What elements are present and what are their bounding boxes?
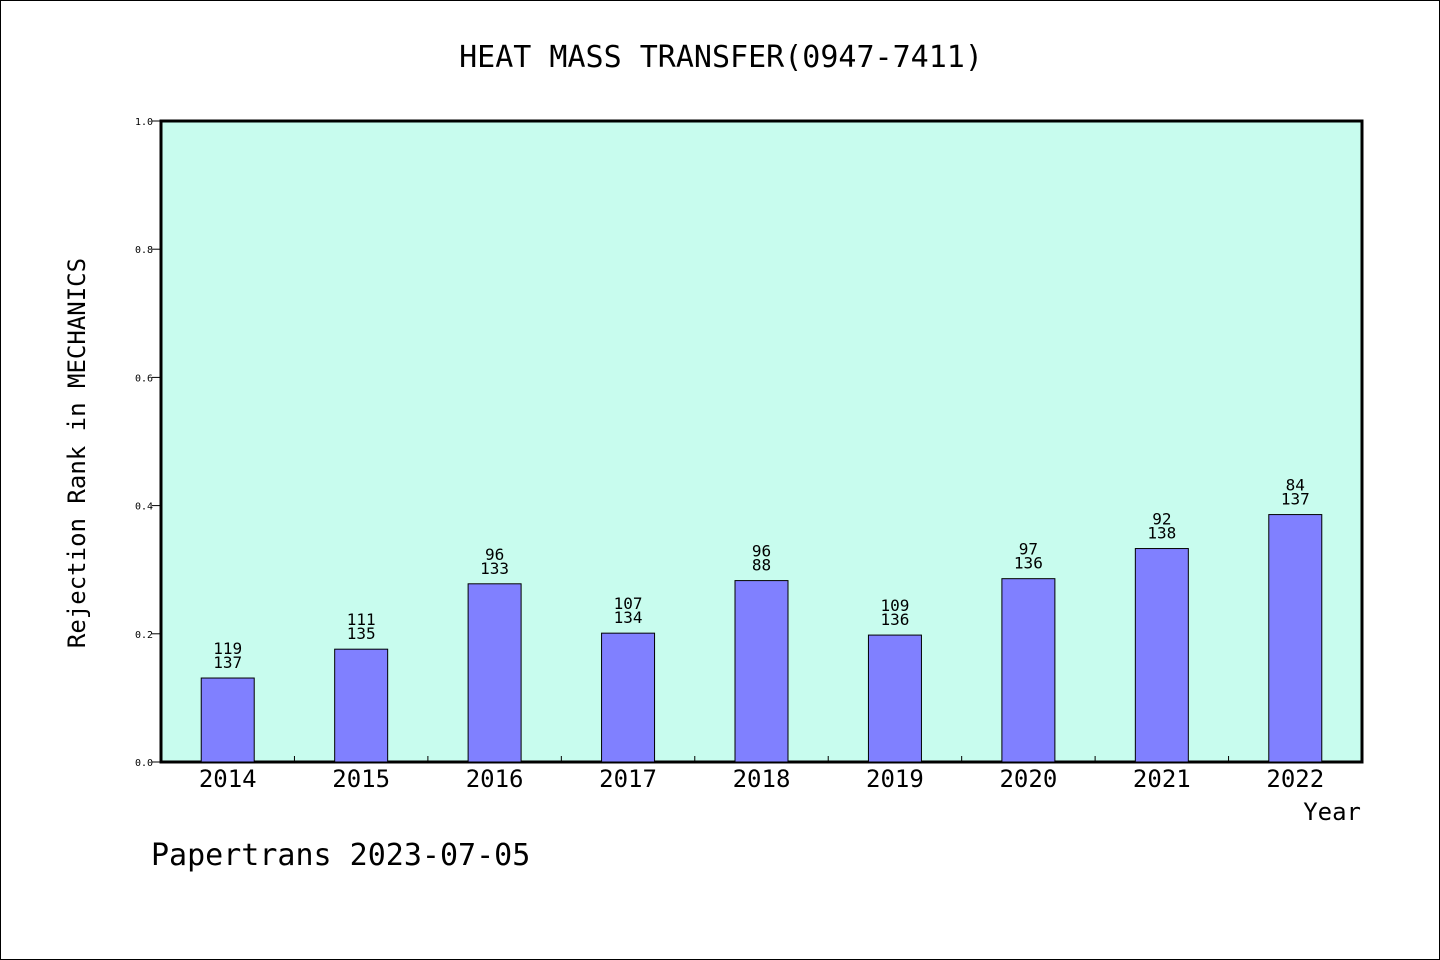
y-tick-label: 0.6 (135, 373, 153, 384)
bar-2016 (467, 583, 522, 763)
y-tick-label: 0.4 (135, 502, 153, 513)
bar-label-bottom: 137 (1281, 490, 1310, 509)
y-tick-label: 1.0 (135, 117, 153, 128)
bar-label-bottom: 88 (752, 556, 771, 575)
x-tick-label: 2019 (866, 765, 924, 793)
bar-label-top: 109 (880, 596, 909, 615)
y-tick-label: 0.2 (135, 630, 153, 641)
y-tick-label: 0.8 (135, 245, 153, 256)
x-tick-label: 2015 (332, 765, 390, 793)
x-tick-label: 2021 (1133, 765, 1191, 793)
bar-label-bottom: 135 (347, 624, 376, 643)
bar-label-bottom: 136 (1014, 554, 1043, 573)
x-tick-label: 2022 (1266, 765, 1324, 793)
bar-label-top: 96 (485, 545, 504, 564)
bar-label-top: 84 (1286, 476, 1305, 495)
bar-label-top: 97 (1019, 540, 1038, 559)
bar-label-top: 119 (213, 639, 242, 658)
x-axis-ticks: 2014 2015 2016 2017 2018 2019 2020 2021 2022 (199, 756, 1324, 793)
bars-layer: 1191371111359613310713496881091369713692… (200, 476, 1323, 763)
y-tick-label: 0.0 (135, 758, 153, 769)
bar-2015 (334, 648, 389, 763)
bar-label-bottom: 134 (614, 608, 643, 627)
bar-label-top: 107 (614, 594, 643, 613)
x-tick-label: 2014 (199, 765, 257, 793)
y-axis-ticks: 0.0 0.2 0.4 0.6 0.8 1.0 (135, 117, 161, 769)
chart-title: HEAT MASS TRANSFER(0947-7411) (459, 40, 983, 75)
x-tick-label: 2016 (466, 765, 524, 793)
bar-2022 (1268, 514, 1323, 763)
y-axis-label: Rejection Rank in MECHANICS (63, 258, 91, 648)
bar-2017 (601, 632, 656, 763)
bar-2018 (734, 580, 789, 763)
x-tick-label: 2018 (733, 765, 791, 793)
x-tick-label: 2020 (999, 765, 1057, 793)
bar-label-bottom: 133 (480, 559, 509, 578)
footer-credit: Papertrans 2023-07-05 (151, 838, 530, 873)
bar-label-bottom: 138 (1147, 524, 1176, 543)
bar-label-top: 111 (347, 610, 376, 629)
bar-2019 (867, 634, 922, 763)
bar-label-bottom: 136 (880, 610, 909, 629)
bar-label-bottom: 137 (213, 653, 242, 672)
x-tick-label: 2017 (599, 765, 657, 793)
bar-2021 (1134, 548, 1189, 763)
bar-label-top: 92 (1152, 510, 1171, 529)
bar-label-top: 96 (752, 542, 771, 561)
bar-2020 (1001, 578, 1056, 763)
x-axis-label: Year (1303, 798, 1361, 826)
bar-2014 (200, 677, 255, 763)
